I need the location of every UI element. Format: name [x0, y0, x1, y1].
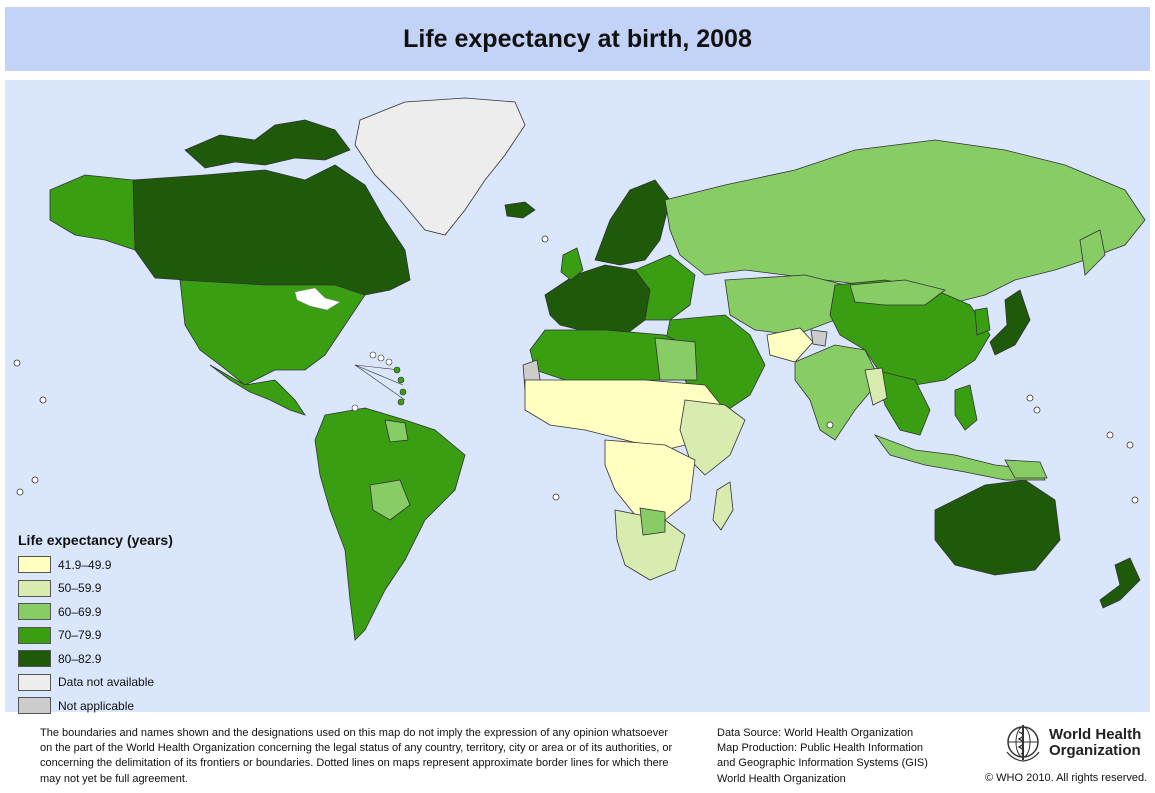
legend-swatch	[18, 626, 51, 644]
legend-swatch	[18, 579, 51, 597]
legend-item: Not applicable	[18, 694, 173, 718]
legend-item: 60–69.9	[18, 600, 173, 624]
region-kashmir	[810, 329, 828, 347]
region-botswana	[639, 507, 666, 536]
legend-title: Life expectancy (years)	[18, 532, 173, 548]
island-marker	[16, 488, 24, 496]
data-source: Data Source: World Health Organization M…	[717, 726, 928, 787]
disclaimer-text: The boundaries and names shown and the d…	[40, 727, 673, 785]
region-greenland	[354, 97, 526, 236]
legend-item: 80–82.9	[18, 647, 173, 671]
region-south-america	[314, 407, 466, 641]
copyright: © WHO 2010. All rights reserved.	[985, 772, 1148, 784]
legend-label: 60–69.9	[58, 604, 102, 619]
world-map-svg	[13, 97, 1146, 641]
caribbean-marker	[393, 366, 401, 374]
legend-swatch	[18, 603, 51, 621]
region-australia	[934, 479, 1061, 576]
legend-label: 80–82.9	[58, 651, 102, 666]
who-wordmark-line: Organization	[1049, 742, 1141, 759]
region-scandinavia	[594, 179, 671, 266]
great-lakes	[294, 287, 341, 311]
caribbean-marker	[399, 388, 407, 396]
region-mexico	[209, 364, 306, 416]
source-line: Data Source: World Health Organization	[717, 727, 914, 739]
region-central-asia	[724, 274, 846, 336]
region-southeast-asia	[874, 369, 931, 436]
caribbean-marker	[351, 404, 359, 412]
region-new-zealand	[1099, 557, 1141, 609]
region-canada	[132, 164, 411, 296]
region-sakhalin	[1079, 229, 1106, 276]
island-marker	[1026, 394, 1034, 402]
who-emblem-icon	[1006, 725, 1040, 762]
island-marker	[13, 359, 21, 367]
region-alaska	[49, 174, 136, 251]
legend-swatch	[18, 673, 51, 691]
region-myanmar	[864, 367, 888, 406]
region-southern-africa	[614, 509, 686, 581]
legend-item: 70–79.9	[18, 624, 173, 648]
legend-label: Not applicable	[58, 698, 135, 713]
legend-swatch	[18, 697, 51, 715]
island-marker	[1106, 431, 1114, 439]
caribbean-marker	[369, 351, 377, 359]
region-korea	[974, 307, 991, 336]
region-papua	[1004, 459, 1048, 479]
legend-swatch	[18, 650, 51, 668]
map-title: Life expectancy at birth, 2008	[403, 24, 752, 53]
region-central-africa	[604, 439, 696, 521]
caribbean-marker	[377, 354, 385, 362]
region-egypt	[654, 337, 698, 381]
island-marker	[39, 396, 47, 404]
region-iceland	[504, 201, 536, 219]
region-western-europe	[544, 264, 651, 336]
region-uk	[560, 247, 584, 281]
region-bolivia	[369, 479, 411, 521]
who-wordmark: World Health Organization	[1049, 727, 1141, 759]
region-indonesia	[873, 434, 1046, 481]
source-line: and Geographic Information Systems (GIS)	[717, 757, 928, 770]
island-marker	[826, 421, 834, 429]
caribbean-marker	[385, 358, 393, 366]
region-madagascar	[712, 481, 734, 531]
world-map	[5, 80, 1150, 712]
region-guyana	[384, 419, 409, 443]
caribbean-marker	[397, 376, 405, 384]
title-bar: Life expectancy at birth, 2008	[5, 7, 1150, 71]
source-line: Map Production: Public Health Informatio…	[717, 742, 924, 755]
legend-item: 50–59.9	[18, 577, 173, 601]
legend-item: 41.9–49.9	[18, 553, 173, 577]
island-marker	[1131, 496, 1139, 504]
legend-label: Data not available	[58, 675, 155, 690]
region-east-africa	[679, 399, 746, 476]
legend-label: 70–79.9	[58, 628, 102, 643]
source-line: World Health Organization	[717, 772, 846, 785]
region-usa	[179, 279, 366, 386]
who-logo: World Health Organization	[1003, 720, 1149, 766]
region-india	[794, 344, 881, 441]
region-japan	[989, 289, 1031, 356]
island-marker	[541, 235, 549, 243]
region-arctic-islands	[184, 119, 351, 169]
region-afghanistan	[766, 327, 814, 363]
region-eastern-europe	[634, 254, 696, 321]
legend-label: 41.9–49.9	[58, 557, 112, 572]
legend-label: 50–59.9	[58, 581, 102, 596]
island-marker	[1126, 441, 1134, 449]
who-wordmark-line: World Health	[1049, 726, 1142, 743]
legend-swatch	[18, 556, 51, 574]
region-russia	[664, 139, 1146, 306]
island-marker	[552, 493, 560, 501]
island-marker	[1033, 406, 1041, 414]
region-philippines	[954, 384, 978, 431]
legend-item: Data not available	[18, 671, 173, 695]
island-marker	[31, 476, 39, 484]
region-mongolia	[849, 279, 946, 306]
caribbean-marker	[397, 398, 405, 406]
legend: Life expectancy (years) 41.9–49.9 50–59.…	[18, 532, 173, 718]
